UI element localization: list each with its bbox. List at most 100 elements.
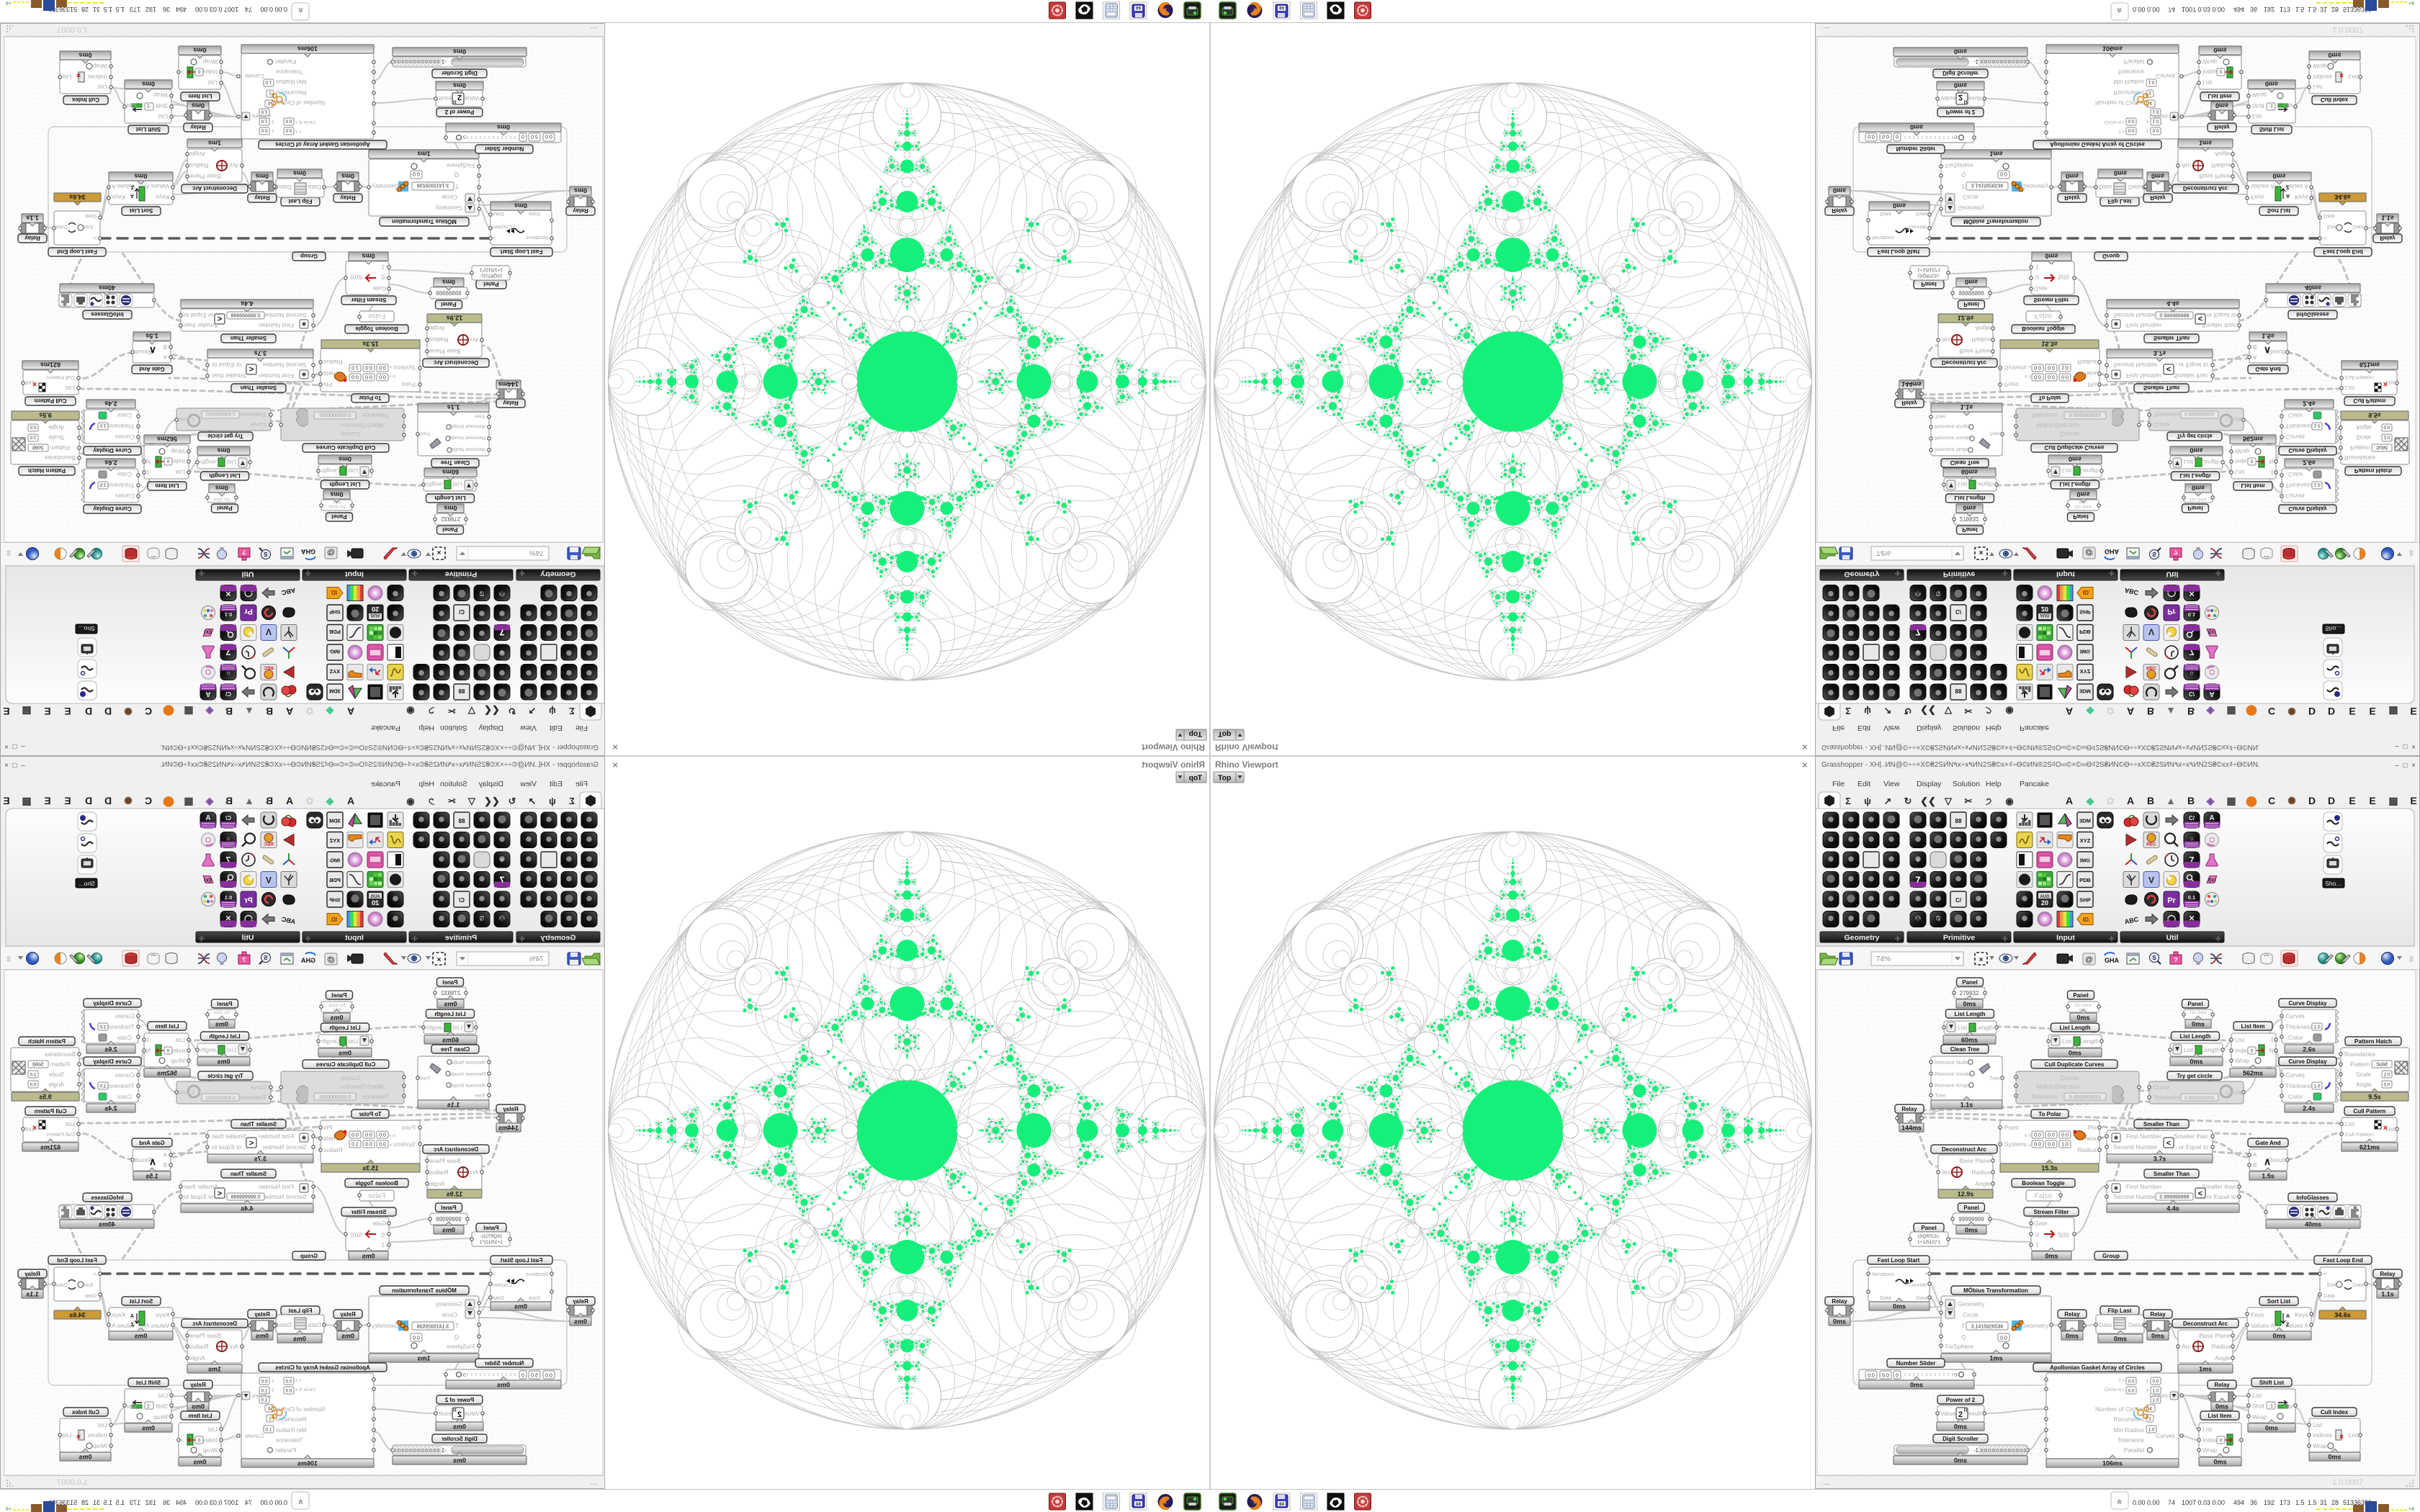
svg-text:Phi: Phi [2088, 1124, 2097, 1131]
svg-text:List Length: List Length [2179, 1033, 2210, 1040]
svg-text:15.3s: 15.3s [2041, 1165, 2058, 1172]
svg-text:1ms: 1ms [1989, 1355, 2002, 1362]
svg-text:1.1s: 1.1s [2381, 1291, 2394, 1298]
svg-text:>: > [1924, 1271, 1927, 1277]
svg-text:... or Equal to: ... or Equal to [2172, 1143, 2208, 1151]
svg-text:α x: α x [2025, 1133, 2032, 1138]
svg-text:3: 3 [1980, 1449, 1983, 1454]
svg-text:Stream Filter: Stream Filter [2034, 1209, 2069, 1215]
svg-text:Circle: Circle [1963, 1311, 1978, 1318]
svg-text:۞: ۞ [2190, 834, 2194, 842]
svg-text:Relay: Relay [2150, 1311, 2166, 1318]
svg-text:∧: ∧ [2264, 1156, 2271, 1167]
svg-text:੭: ੭ [1985, 796, 1991, 806]
svg-text:Circle: Circle [2226, 1089, 2241, 1096]
svg-text:0ms: 0ms [2190, 1058, 2202, 1066]
svg-text:Z: Z [2286, 1323, 2290, 1328]
svg-text:Gate: Gate [2034, 1220, 2048, 1227]
svg-text:File: File [1832, 780, 1845, 788]
svg-text:Util: Util [2166, 934, 2179, 942]
svg-text:A: A [2286, 1314, 2290, 1319]
svg-text:0ms: 0ms [2069, 1050, 2081, 1057]
svg-text:562ms: 562ms [2243, 1070, 2263, 1077]
svg-text:1.5: 1.5 [2308, 1499, 2317, 1506]
svg-text:Data: Data [2352, 1282, 2365, 1288]
svg-text:1007 0.03 0.00: 1007 0.03 0.00 [2182, 1499, 2225, 1506]
svg-text:❮❮: ❮❮ [1920, 796, 1936, 807]
svg-text:D: D [2308, 795, 2316, 806]
svg-text:106ms: 106ms [2102, 1460, 2123, 1467]
svg-text:1: 1 [2035, 1241, 2039, 1248]
svg-text:Input: Input [2056, 934, 2075, 942]
svg-text:↻: ↻ [1904, 796, 1912, 806]
svg-text:Parallel: Parallel [2124, 1446, 2144, 1454]
svg-text:Angle: Angle [2215, 1354, 2231, 1362]
svg-text:Wrap: Wrap [2202, 1446, 2217, 1454]
svg-text:<: < [2198, 1189, 2202, 1198]
svg-text:✺: ✺ [2287, 795, 2296, 806]
svg-text:28: 28 [2331, 1499, 2339, 1506]
svg-text:List: List [2349, 1431, 2359, 1439]
svg-text:↗: ↗ [1884, 796, 1892, 806]
svg-text:Thickness: Thickness [2285, 1082, 2313, 1089]
svg-text:0ms: 0ms [2192, 1021, 2205, 1028]
svg-text:c x: c x [2119, 1378, 2125, 1383]
svg-text:Flip Last: Flip Last [2108, 1308, 2132, 1314]
svg-text:Tree: Tree [1935, 1092, 1945, 1099]
svg-text:S(0): S(0) [2058, 1231, 2069, 1238]
svg-text:0ms: 0ms [2076, 1014, 2089, 1022]
svg-text:0.0: 0.0 [2383, 1083, 2390, 1088]
svg-text:Cull Pattern: Cull Pattern [2354, 1108, 2386, 1115]
svg-text:A: A [2209, 814, 2214, 822]
svg-text:173: 173 [2280, 1499, 2290, 1506]
svg-text:Color: Color [2288, 1034, 2303, 1041]
svg-text:0.00 0.00: 0.00 0.00 [2133, 1499, 2160, 1506]
svg-text:0ms: 0ms [2265, 1425, 2278, 1432]
svg-text:Curve Display: Curve Display [2288, 1058, 2327, 1065]
svg-text:List: List [1958, 1024, 1968, 1031]
svg-text:Display: Display [1917, 780, 1942, 788]
svg-text:✂: ✂ [1965, 796, 1973, 806]
svg-text:Number Slider: Number Slider [1896, 1360, 1936, 1367]
svg-text:36: 36 [2250, 1499, 2257, 1506]
svg-text:First Number: First Number [2126, 1183, 2161, 1190]
svg-text:PDB: PDB [2079, 877, 2091, 883]
svg-text:List Length: List Length [1954, 1011, 1985, 1017]
svg-text:3DM: 3DM [2079, 818, 2091, 824]
svg-text:0ms: 0ms [2215, 1403, 2228, 1410]
svg-text:31: 31 [2320, 1499, 2327, 1506]
svg-text:Geometry: Geometry [2022, 1322, 2049, 1329]
svg-text:◈: ◈ [2206, 795, 2215, 806]
svg-text:20: 20 [2041, 899, 2048, 906]
svg-text:▲: ▲ [2166, 795, 2176, 806]
svg-text:No data: No data [2190, 1010, 2207, 1015]
svg-text:False: False [2035, 1192, 2053, 1200]
svg-text:60ms: 60ms [1961, 1037, 1978, 1044]
svg-text:Arc: Arc [2182, 1343, 2192, 1350]
svg-text:(SQRT(2)-: (SQRT(2)- [1918, 1234, 1940, 1239]
svg-text:0: 0 [2020, 1449, 2022, 1454]
svg-text:Relay: Relay [1832, 1298, 1847, 1305]
svg-text:Curves: Curves [2285, 1012, 2305, 1020]
svg-text:Apollonian Gasket Array of Cir: Apollonian Gasket Array of Circles [2050, 1364, 2145, 1371]
svg-text:Solid: Solid [2376, 1063, 2388, 1068]
svg-text:7: 7 [1916, 876, 1920, 885]
svg-text:Smaller Than: Smaller Than [2154, 1171, 2190, 1177]
svg-text:74%: 74% [1876, 955, 1891, 963]
svg-text:A: A [2066, 795, 2073, 806]
svg-text:0: 0 [2220, 1439, 2223, 1444]
svg-text:Curve Display: Curve Display [2288, 1000, 2327, 1007]
svg-text:0.999999998: 0.999999998 [2160, 1195, 2190, 1200]
svg-text:<: < [2323, 1270, 2327, 1277]
svg-text:Remove Empty: Remove Empty [1935, 1082, 1972, 1089]
svg-text:i: i [2238, 1436, 2239, 1444]
svg-text:0: 0 [2004, 1449, 2007, 1454]
svg-text:Geometry: Geometry [1958, 1300, 1985, 1308]
svg-text:Iterations: Iterations [1872, 1271, 1894, 1277]
svg-text:XYZ: XYZ [2080, 837, 2091, 844]
svg-text:Thickness: Thickness [2285, 1023, 2313, 1030]
svg-text:…: … [1823, 1479, 1830, 1487]
svg-text:Primitive: Primitive [1943, 934, 1976, 942]
svg-text:GHA: GHA [2105, 957, 2120, 964]
svg-text:List: List [2235, 1036, 2245, 1043]
